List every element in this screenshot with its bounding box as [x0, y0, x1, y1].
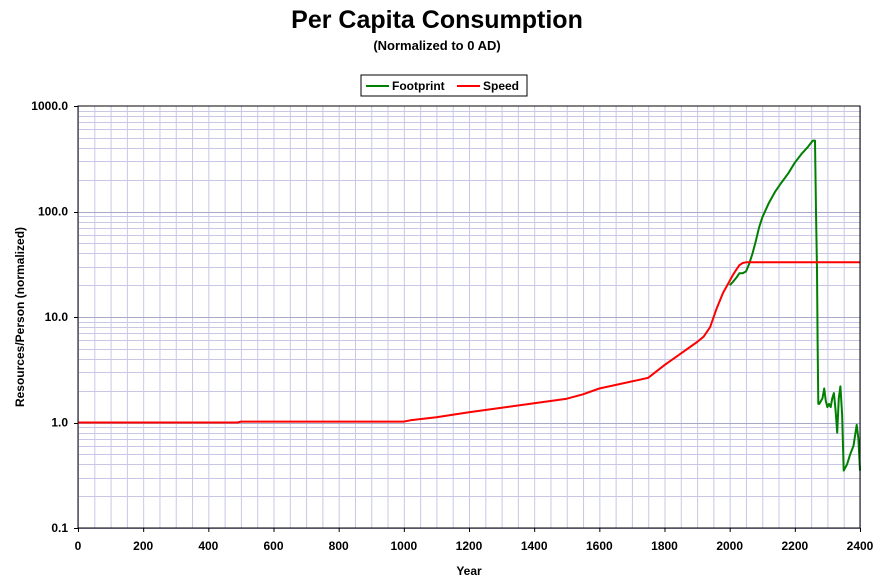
y-tick-label: 1.0 — [51, 416, 68, 430]
x-tick-label: 600 — [263, 539, 283, 553]
series-layer — [78, 139, 861, 472]
chart-subtitle: (Normalized to 0 AD) — [373, 38, 500, 53]
x-tick-label: 2200 — [781, 539, 808, 553]
x-tick-label: 1400 — [521, 539, 548, 553]
legend-box — [360, 74, 528, 97]
legend: Footprint Speed — [360, 74, 528, 97]
x-tick-label: 0 — [75, 539, 82, 553]
x-tick-label: 1800 — [651, 539, 678, 553]
x-axis-label: Year — [456, 564, 482, 578]
y-axis-label: Resources/Person (normalized) — [13, 227, 27, 407]
grid — [78, 106, 861, 529]
x-tick-label: 1600 — [586, 539, 613, 553]
x-axis-ticks: 0 200 400 600 800 1000 1200 1400 1600 1800 2000 220… — [75, 528, 874, 553]
y-axis-ticks: 0.1 1.0 10.0 100.0 1000.0 — [31, 99, 78, 535]
chart-title: Per Capita Consumption — [291, 6, 583, 34]
y-tick-label: 10.0 — [45, 310, 69, 324]
x-tick-label: 1000 — [390, 539, 417, 553]
y-tick-label: 1000.0 — [31, 99, 68, 113]
legend-label-footprint: Footprint — [392, 79, 445, 93]
x-tick-label: 400 — [198, 539, 218, 553]
x-tick-label: 200 — [133, 539, 153, 553]
legend-label-speed: Speed — [483, 79, 519, 93]
series-footprint — [728, 139, 861, 472]
x-tick-label: 2000 — [716, 539, 743, 553]
x-tick-label: 2400 — [847, 539, 874, 553]
x-tick-label: 1200 — [456, 539, 483, 553]
series-speed — [78, 261, 860, 424]
y-tick-label: 0.1 — [51, 521, 68, 535]
x-tick-label: 800 — [329, 539, 349, 553]
y-tick-label: 100.0 — [38, 205, 68, 219]
